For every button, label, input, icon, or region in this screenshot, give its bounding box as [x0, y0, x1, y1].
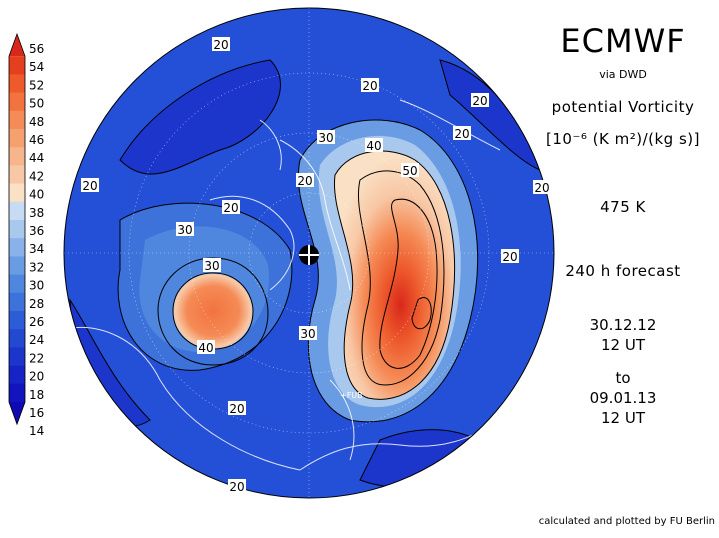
contour-label-text: 50 — [402, 164, 417, 178]
contour-label-text: 20 — [472, 94, 487, 108]
model-title: ECMWF — [560, 22, 686, 60]
source-subtitle: via DWD — [599, 68, 647, 81]
contour-label-text: 40 — [198, 341, 213, 355]
colorbar-segment — [9, 256, 25, 276]
colorbar-tick-label: 32 — [29, 260, 44, 274]
contour-label-text: 30 — [177, 223, 192, 237]
colorbar-tick-label: 48 — [29, 115, 44, 129]
colorbar-segment — [9, 238, 25, 257]
contour-label: 40 — [365, 138, 383, 153]
colorbar-segment — [9, 92, 25, 112]
contour-label: 30 — [203, 258, 221, 273]
colorbar-tick-label: 22 — [29, 351, 44, 365]
contour-label: 20 — [533, 180, 551, 195]
forecast-label: 240 h forecast — [565, 262, 681, 280]
contour-label-text: 30 — [318, 131, 333, 145]
contour-label-text: 30 — [204, 259, 219, 273]
contour-label-text: 20 — [502, 250, 517, 264]
colorbar-tick-label: 18 — [29, 388, 44, 402]
colorbar-segment — [9, 383, 25, 403]
contour-label: 20 — [228, 479, 246, 494]
contour-label: 30 — [176, 222, 194, 237]
colorbar-tick-label: 16 — [29, 406, 44, 420]
contour-label: 20 — [228, 401, 246, 416]
colorbar-segment — [9, 183, 25, 203]
contour-labels: 20 20 20 20 20 20 20 20 20 20 20 30 30 30 30 40 40 50 — [81, 37, 551, 494]
colorbar-tick-label: 40 — [29, 188, 44, 202]
contour-label-text: 30 — [300, 327, 315, 341]
colorbar-tick-label: 46 — [29, 133, 44, 147]
colorbar-segment — [9, 220, 25, 239]
to-label: to — [615, 369, 631, 387]
colorbar-tick-label: 20 — [29, 370, 44, 384]
colorbar-tick-label: 52 — [29, 78, 44, 92]
colorbar-segment — [9, 347, 25, 367]
contour-label-text: 20 — [362, 79, 377, 93]
colorbar-tick-label: 38 — [29, 206, 44, 220]
contour-label: 20 — [501, 249, 519, 264]
colorbar-segment — [9, 74, 25, 94]
contour-label-text: 20 — [213, 38, 228, 52]
valid-to-time: 12 UT — [601, 409, 645, 427]
contour-label-text: 20 — [223, 201, 238, 215]
colorbar-segment — [9, 365, 25, 385]
colorbar-segment — [9, 129, 25, 148]
north-pole-marker — [299, 245, 319, 265]
colorbar-segments — [8, 32, 26, 426]
colorbar-tick-label: 54 — [29, 60, 44, 74]
colorbar-tick-label: 28 — [29, 297, 44, 311]
contour-label-text: 20 — [454, 127, 469, 141]
contour-label: 50 — [401, 163, 419, 178]
colorbar-segment — [9, 311, 25, 330]
contour-label: 40 — [197, 340, 215, 355]
colorbar-segment — [9, 147, 25, 166]
colorbar-outline — [8, 32, 26, 426]
colorbar-tick-label: 26 — [29, 315, 44, 329]
station-label: +FUB — [340, 391, 363, 400]
colorbar-tick-label: 34 — [29, 242, 44, 256]
contour-label: 20 — [296, 173, 314, 188]
contour-label-text: 20 — [297, 174, 312, 188]
contour-label: 20 — [222, 200, 240, 215]
colorbar-tick-label: 36 — [29, 224, 44, 238]
colorbar-tick-label: 44 — [29, 151, 44, 165]
colorbar-tick-label: 30 — [29, 279, 44, 293]
contour-label: 30 — [317, 130, 335, 145]
colorbar-segment — [9, 165, 25, 185]
quantity-label: potential Vorticity — [551, 98, 695, 116]
valid-to-date: 09.01.13 — [589, 389, 657, 407]
colorbar-segment — [9, 110, 25, 130]
valid-from-date: 30.12.12 — [589, 316, 657, 334]
contour-label: 20 — [361, 78, 379, 93]
contour-label: 20 — [453, 126, 471, 141]
colorbar-labels: 56 54 52 50 48 46 44 42 40 38 36 34 32 30 28 26 24 22 20 18… — [29, 42, 44, 438]
colorbar-segment — [9, 402, 25, 425]
colorbar-tick-label: 42 — [29, 169, 44, 183]
contour-label: 30 — [299, 326, 317, 341]
contour-label: 20 — [471, 93, 489, 108]
valid-from-time: 12 UT — [601, 336, 645, 354]
contour-label-text: 40 — [366, 139, 381, 153]
colorbar-segment — [9, 329, 25, 348]
colorbar-segment — [9, 201, 25, 221]
contour-label: 20 — [212, 37, 230, 52]
contour-label-text: 20 — [229, 402, 244, 416]
colorbar-tick-label: 14 — [29, 424, 44, 438]
units-label: [10⁻⁶ (K m²)/(kg s)] — [546, 130, 700, 148]
contour-label: 20 — [81, 178, 99, 193]
contour-label-text: 20 — [534, 181, 549, 195]
contour-label-text: 20 — [82, 179, 97, 193]
colorbar-segment — [9, 34, 25, 57]
colorbar-segment — [9, 292, 25, 312]
level-label: 475 K — [600, 198, 646, 216]
colorbar-segment — [9, 274, 25, 294]
colorbar: 56 54 52 50 48 46 44 42 40 38 36 34 32 30 28 26 24 22 20 18… — [8, 32, 44, 438]
colorbar-tick-label: 56 — [29, 42, 44, 56]
contour-label-text: 20 — [229, 480, 244, 494]
colorbar-segment — [9, 56, 25, 75]
colorbar-tick-label: 24 — [29, 333, 44, 347]
credit-footer: calculated and plotted by FU Berlin — [538, 516, 715, 527]
colorbar-tick-label: 50 — [29, 97, 44, 111]
